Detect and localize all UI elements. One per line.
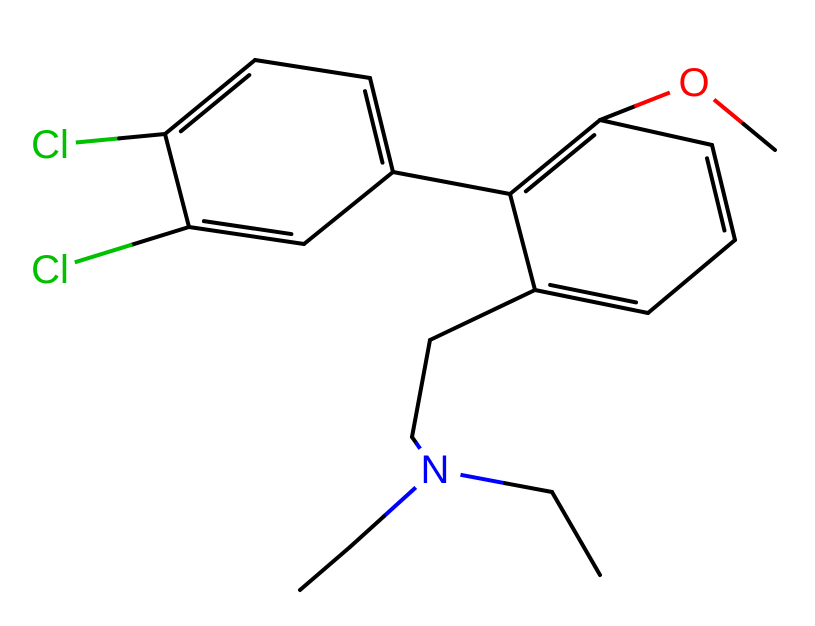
molecule-canvas: Cl Cl O N: [0, 0, 815, 626]
atom-label-o: O: [678, 61, 709, 105]
atom-label-cl: Cl: [31, 123, 69, 167]
atom-label-n: N: [421, 448, 450, 492]
atom-label-cl: Cl: [31, 248, 69, 292]
